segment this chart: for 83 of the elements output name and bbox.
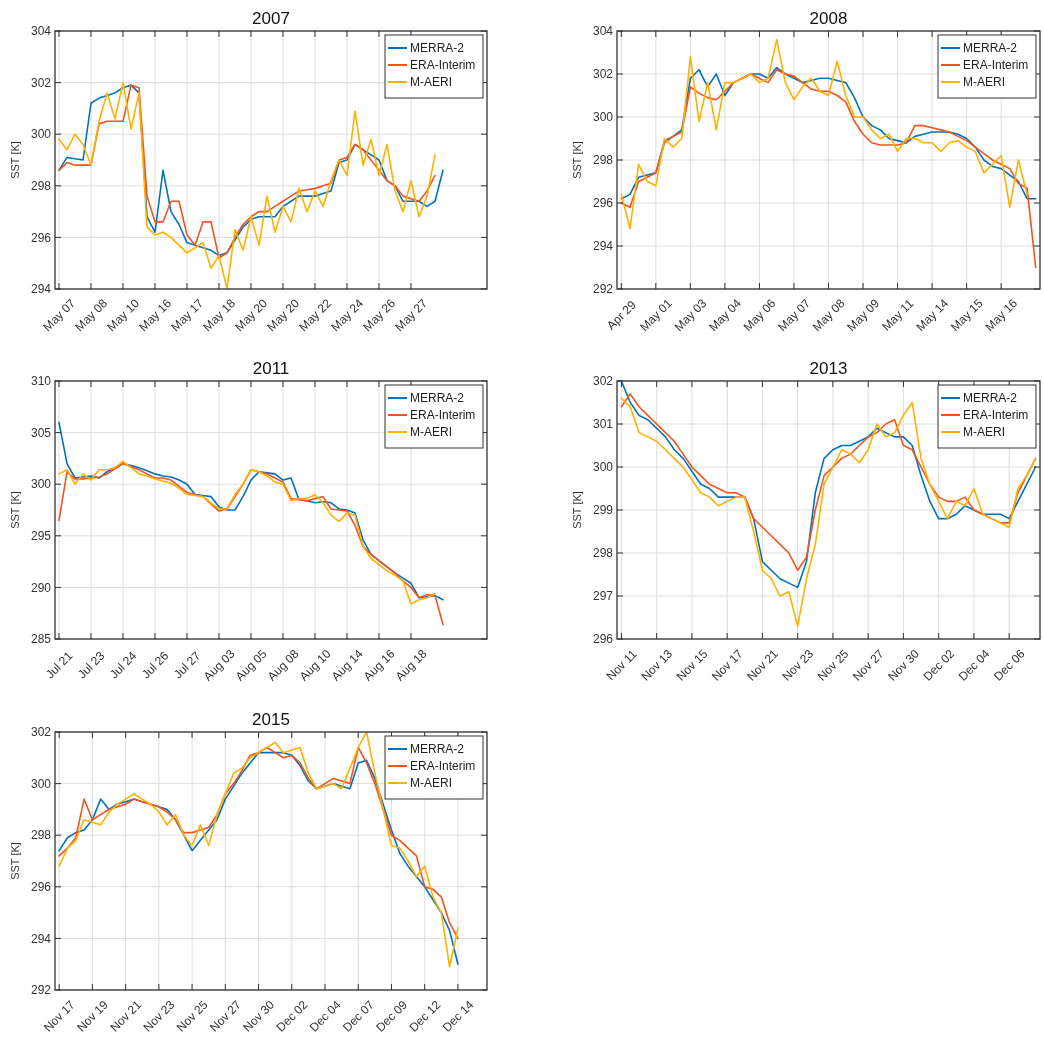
y-tick-label: 304	[30, 24, 52, 39]
y-tick-label: 300	[30, 776, 52, 791]
y-tick-label: 297	[592, 589, 614, 604]
y-tick-label: 285	[30, 632, 52, 647]
y-tick-label: 299	[592, 503, 614, 518]
y-tick-label: 300	[30, 127, 52, 142]
x-tick-label: Nov 21	[744, 646, 782, 684]
x-tick-label: Dec 04	[955, 646, 993, 684]
chart-title: 2007	[252, 9, 290, 28]
y-tick-label: 305	[30, 425, 52, 440]
x-tick-label: Apr 29	[604, 297, 640, 333]
x-tick-label: Dec 07	[339, 997, 377, 1035]
x-tick-label: Dec 02	[920, 646, 958, 684]
y-axis-title: SST [K]	[9, 842, 21, 880]
line-series	[620, 38, 1028, 230]
y-tick-label: 295	[30, 529, 52, 543]
y-tick-label: 302	[30, 75, 52, 90]
legend-label: MERRA-2	[963, 391, 1018, 406]
x-tick-label: Nov 25	[814, 646, 852, 684]
x-tick-label: May 06	[740, 296, 779, 335]
x-tick-label: Jul 23	[74, 648, 108, 682]
y-tick-label: 292	[30, 983, 52, 998]
x-tick-label: Nov 27	[849, 646, 887, 684]
legend-label: ERA-Interim	[410, 408, 476, 423]
line-series	[58, 462, 444, 626]
legend-label: ERA-Interim	[963, 408, 1029, 423]
legend-label: MERRA-2	[963, 41, 1018, 56]
legend-label: MERRA-2	[410, 742, 465, 757]
legend-label: ERA-Interim	[963, 58, 1029, 73]
y-axis-title: SST [K]	[9, 141, 21, 179]
y-tick-label: 302	[30, 725, 52, 740]
chart-title: 2011	[252, 359, 290, 378]
y-tick-label: 300	[592, 110, 614, 125]
y-tick-label: 290	[30, 580, 52, 595]
x-tick-label: Dec 12	[406, 997, 444, 1035]
y-tick-label: 300	[30, 477, 52, 492]
y-tick-label: 298	[30, 828, 52, 843]
chart-title: 2015	[252, 710, 290, 729]
x-tick-label: Nov 13	[638, 646, 676, 684]
y-tick-label: 294	[592, 239, 614, 254]
x-tick-label: Nov 15	[673, 646, 711, 684]
x-tick-label: Dec 02	[273, 997, 311, 1035]
x-tick-label: Nov 17	[40, 997, 78, 1035]
x-tick-label: Nov 30	[885, 646, 923, 684]
legend-label: MERRA-2	[410, 391, 465, 406]
x-tick-label: Jul 21	[42, 648, 76, 682]
legend-label: M-AERI	[410, 75, 452, 90]
y-tick-label: 302	[592, 374, 614, 389]
y-tick-label: 296	[592, 632, 614, 647]
line-series	[58, 460, 436, 605]
legend-label: ERA-Interim	[410, 58, 476, 73]
legend-label: M-AERI	[963, 75, 1005, 90]
y-tick-label: 296	[592, 196, 614, 211]
y-tick-label: 292	[592, 282, 614, 297]
x-tick-label: Nov 11	[603, 646, 640, 684]
legend-label: ERA-Interim	[410, 759, 476, 774]
y-tick-label: 302	[592, 67, 614, 82]
y-axis-title: SST [K]	[9, 491, 21, 529]
y-tick-label: 298	[30, 179, 52, 193]
legend-label: M-AERI	[963, 425, 1005, 440]
y-tick-label: 294	[30, 282, 52, 297]
chart-title: 2008	[809, 9, 848, 28]
y-tick-label: 294	[30, 931, 52, 946]
legend-label: M-AERI	[410, 776, 452, 791]
y-tick-label: 300	[592, 460, 614, 475]
x-tick-label: May 03	[671, 296, 710, 335]
legend-label: MERRA-2	[410, 41, 465, 56]
x-tick-label: Dec 06	[990, 646, 1028, 684]
x-tick-label: Jul 24	[106, 648, 140, 682]
x-tick-label: Nov 23	[779, 646, 817, 684]
y-axis-title: SST [K]	[571, 141, 583, 179]
y-tick-label: 298	[592, 546, 614, 561]
y-axis-title: SST [K]	[571, 491, 583, 529]
y-tick-label: 310	[30, 374, 52, 389]
chart-title: 2013	[809, 359, 848, 378]
legend-label: M-AERI	[410, 425, 452, 440]
y-tick-label: 301	[592, 417, 614, 432]
y-tick-label: 298	[592, 153, 614, 168]
y-tick-label: 304	[592, 24, 614, 39]
x-tick-label: Nov 17	[708, 646, 746, 684]
y-tick-label: 296	[30, 230, 52, 245]
x-tick-label: Jul 26	[138, 648, 172, 682]
y-tick-label: 296	[30, 880, 52, 894]
